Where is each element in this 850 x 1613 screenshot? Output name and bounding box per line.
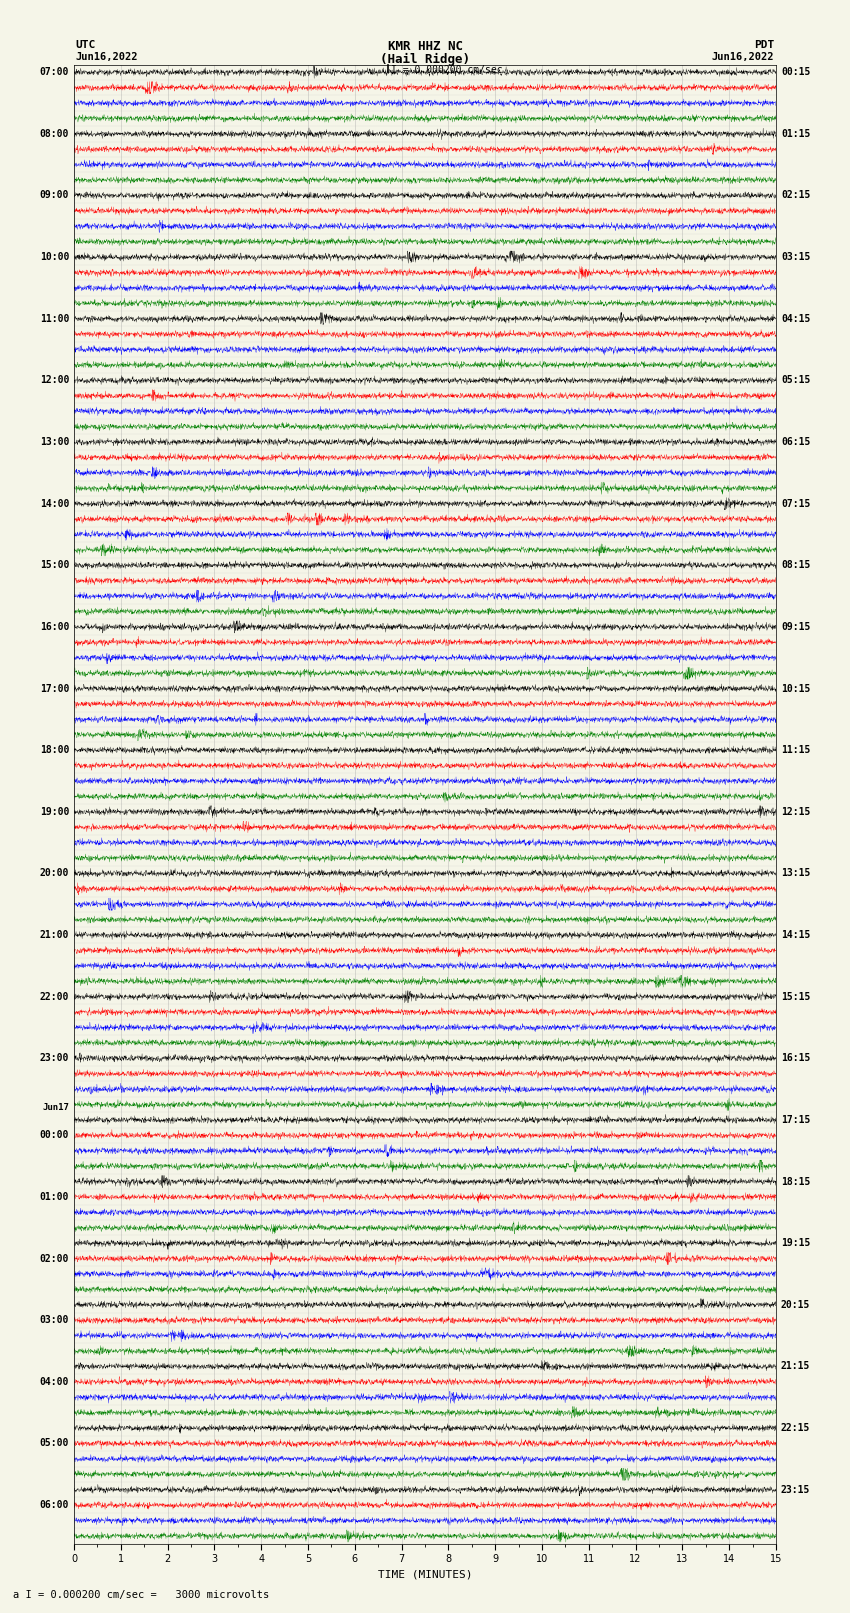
Text: 21:15: 21:15 [781,1361,810,1371]
Text: 17:00: 17:00 [40,684,69,694]
Text: 04:15: 04:15 [781,315,810,324]
Text: 19:00: 19:00 [40,806,69,816]
Text: 22:00: 22:00 [40,992,69,1002]
Text: 01:00: 01:00 [40,1192,69,1202]
Text: 16:15: 16:15 [781,1053,810,1063]
Text: 18:00: 18:00 [40,745,69,755]
Text: 07:00: 07:00 [40,68,69,77]
Text: 03:00: 03:00 [40,1315,69,1326]
Text: 00:15: 00:15 [781,68,810,77]
Text: PDT: PDT [754,39,774,50]
Text: 10:15: 10:15 [781,684,810,694]
Text: 14:00: 14:00 [40,498,69,508]
Text: 20:15: 20:15 [781,1300,810,1310]
X-axis label: TIME (MINUTES): TIME (MINUTES) [377,1569,473,1579]
Text: Jun16,2022: Jun16,2022 [76,52,139,63]
Text: 09:15: 09:15 [781,623,810,632]
Text: 13:00: 13:00 [40,437,69,447]
Text: 04:00: 04:00 [40,1378,69,1387]
Text: 05:15: 05:15 [781,376,810,386]
Text: Jun16,2022: Jun16,2022 [711,52,774,63]
Text: 14:15: 14:15 [781,931,810,940]
Text: I = 0.000200 cm/sec: I = 0.000200 cm/sec [391,65,502,76]
Text: 15:15: 15:15 [781,992,810,1002]
Text: 16:00: 16:00 [40,623,69,632]
Text: (Hail Ridge): (Hail Ridge) [380,52,470,66]
Text: 23:15: 23:15 [781,1484,810,1495]
Text: 20:00: 20:00 [40,868,69,879]
Text: 09:00: 09:00 [40,190,69,200]
Text: 12:00: 12:00 [40,376,69,386]
Text: 00:00: 00:00 [40,1131,69,1140]
Text: 06:00: 06:00 [40,1500,69,1510]
Text: 01:15: 01:15 [781,129,810,139]
Text: 11:00: 11:00 [40,315,69,324]
Text: 22:15: 22:15 [781,1423,810,1432]
Text: KMR HHZ NC: KMR HHZ NC [388,39,462,53]
Text: 23:00: 23:00 [40,1053,69,1063]
Text: UTC: UTC [76,39,96,50]
Text: 15:00: 15:00 [40,560,69,571]
Text: 13:15: 13:15 [781,868,810,879]
Text: 02:00: 02:00 [40,1253,69,1263]
Text: Jun17: Jun17 [42,1103,69,1113]
Text: 18:15: 18:15 [781,1176,810,1187]
Text: 12:15: 12:15 [781,806,810,816]
Text: 06:15: 06:15 [781,437,810,447]
Text: 05:00: 05:00 [40,1439,69,1448]
Text: 10:00: 10:00 [40,252,69,263]
Text: 08:00: 08:00 [40,129,69,139]
Text: a I = 0.000200 cm/sec =   3000 microvolts: a I = 0.000200 cm/sec = 3000 microvolts [13,1590,269,1600]
Text: 11:15: 11:15 [781,745,810,755]
Text: 17:15: 17:15 [781,1115,810,1124]
Text: 03:15: 03:15 [781,252,810,263]
Text: 07:15: 07:15 [781,498,810,508]
Text: 08:15: 08:15 [781,560,810,571]
Text: 21:00: 21:00 [40,931,69,940]
Text: 19:15: 19:15 [781,1239,810,1248]
Text: 02:15: 02:15 [781,190,810,200]
